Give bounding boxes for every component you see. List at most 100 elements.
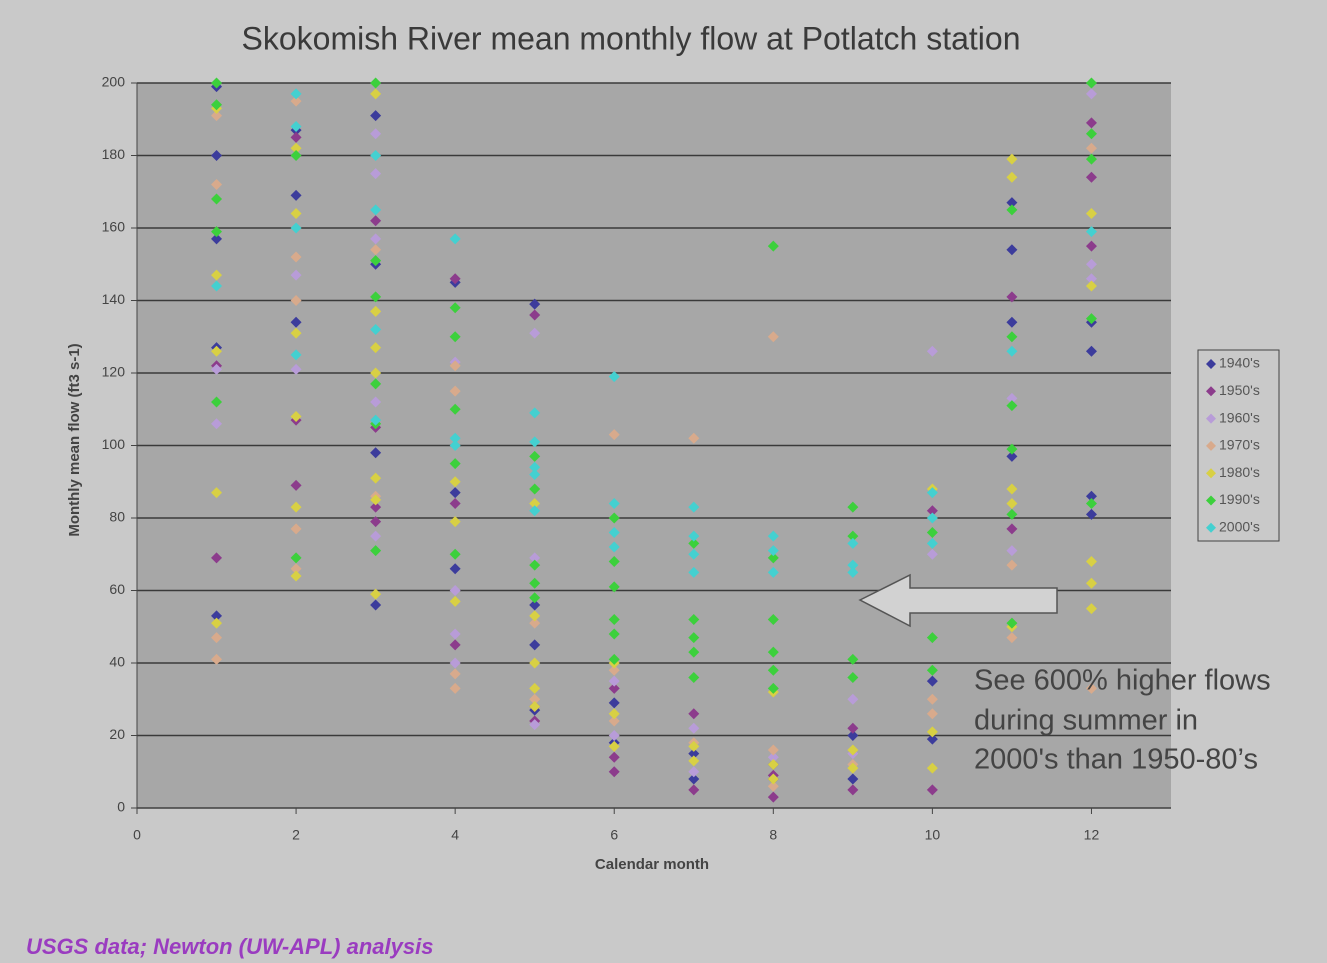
point (688, 773, 700, 785)
legend-marker (1206, 413, 1216, 424)
point (449, 668, 461, 680)
point (370, 472, 382, 484)
point (211, 487, 223, 499)
point (211, 110, 223, 122)
point (449, 360, 461, 372)
point (688, 614, 700, 625)
point (608, 715, 620, 727)
y-axis-label: Monthly mean flow (ft3 s-1) (66, 343, 83, 536)
legend-marker (1206, 359, 1216, 369)
point (290, 142, 302, 154)
point (290, 208, 302, 219)
x-tick-label: 0 (133, 827, 141, 843)
point (449, 595, 461, 607)
point (688, 548, 700, 560)
point (1006, 508, 1018, 520)
point (1085, 128, 1097, 140)
point (1006, 559, 1018, 571)
point (1085, 258, 1097, 270)
point (608, 675, 620, 687)
point (290, 411, 302, 422)
point (211, 418, 223, 430)
point (1006, 244, 1018, 256)
point (1006, 291, 1018, 303)
point (688, 530, 700, 542)
point (449, 487, 461, 499)
point (688, 766, 700, 778)
y-tick-label: 160 (102, 219, 126, 235)
point (370, 494, 382, 506)
point (767, 682, 779, 694)
point (529, 450, 541, 462)
point (1006, 171, 1018, 183)
point (211, 77, 223, 89)
point (449, 682, 461, 694)
point (847, 653, 859, 665)
point (1006, 316, 1018, 328)
point (1006, 331, 1018, 343)
point (847, 773, 859, 785)
point (1006, 204, 1018, 216)
point (1006, 197, 1018, 209)
x-axis-label: Calendar month (595, 856, 709, 873)
point (608, 512, 620, 524)
point (767, 759, 779, 770)
point (370, 530, 382, 542)
point (847, 537, 859, 549)
y-tick-label: 180 (102, 146, 126, 162)
point (847, 762, 859, 774)
point (847, 566, 859, 578)
point (290, 349, 302, 361)
point (529, 701, 541, 712)
legend-label: 1940's (1219, 355, 1260, 371)
point (847, 730, 859, 741)
point (290, 501, 302, 513)
point (449, 639, 461, 651)
point (608, 708, 620, 720)
point (688, 722, 700, 734)
point (370, 588, 382, 600)
point (370, 516, 382, 528)
point (926, 708, 938, 720)
point (449, 516, 461, 528)
point (1085, 273, 1097, 285)
point (688, 632, 700, 644)
point (529, 559, 541, 571)
legend-marker (1206, 386, 1216, 397)
point (767, 552, 779, 564)
point (290, 131, 302, 143)
point (1085, 490, 1097, 502)
point (290, 479, 302, 491)
source-note: USGS data; Newton (UW-APL) analysis (26, 934, 433, 959)
point (449, 585, 461, 596)
point (449, 563, 461, 575)
point (370, 367, 382, 379)
point (1006, 450, 1018, 462)
point (926, 512, 938, 524)
point (449, 331, 461, 343)
point (1006, 523, 1018, 535)
point (1085, 313, 1097, 325)
point (608, 740, 620, 752)
point (529, 298, 541, 310)
point (370, 501, 382, 513)
y-tick-label: 120 (102, 364, 126, 380)
point (926, 487, 938, 499)
point (688, 537, 700, 549)
point (1085, 556, 1097, 567)
point (688, 672, 700, 683)
point (767, 646, 779, 658)
point (608, 766, 620, 778)
point (449, 403, 461, 415)
point (1085, 171, 1097, 183)
point (608, 697, 620, 709)
point (1006, 443, 1018, 455)
point (529, 577, 541, 589)
point (290, 563, 302, 575)
point (370, 396, 382, 408)
point (1085, 142, 1097, 154)
point (608, 614, 620, 625)
point (370, 599, 382, 611)
point (926, 632, 938, 644)
